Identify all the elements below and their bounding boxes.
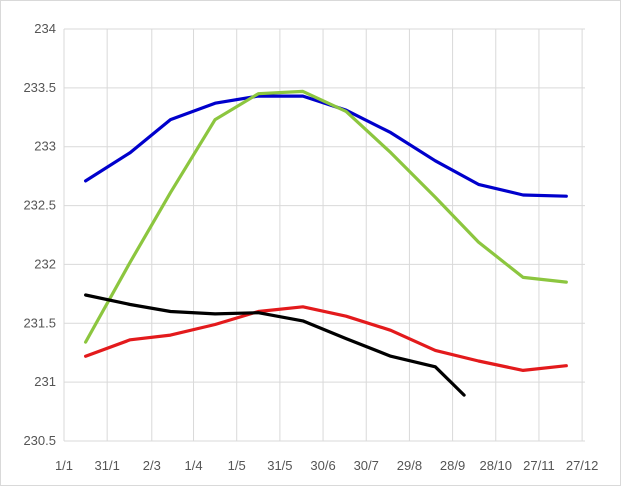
series-line-3 bbox=[83, 305, 568, 372]
x-tick-label: 28/9 bbox=[440, 458, 465, 473]
y-tick-label: 233 bbox=[34, 139, 56, 154]
x-tick-label: 29/8 bbox=[397, 458, 422, 473]
series-line-4 bbox=[83, 293, 466, 397]
series-line-1 bbox=[83, 94, 568, 198]
y-tick-label: 232 bbox=[34, 256, 56, 271]
x-axis-tick-labels: 1/1 31/1 2/3 1/4 1/5 31/5 30/6 30/7 29/8 28/9 28/1… bbox=[55, 458, 598, 473]
x-tick-label: 28/10 bbox=[479, 458, 512, 473]
y-tick-label: 230.5 bbox=[23, 433, 56, 448]
x-tick-label: 31/5 bbox=[267, 458, 292, 473]
x-tick-label: 30/6 bbox=[310, 458, 335, 473]
x-tick-label: 27/12 bbox=[566, 458, 599, 473]
x-tick-label: 1/5 bbox=[228, 458, 246, 473]
y-tick-label: 232.5 bbox=[23, 198, 56, 213]
horizontal-gridlines bbox=[64, 28, 585, 442]
x-tick-label: 2/3 bbox=[143, 458, 161, 473]
x-tick-label: 27/11 bbox=[523, 458, 555, 473]
x-tick-label: 1/1 bbox=[55, 458, 73, 473]
y-tick-label: 231 bbox=[34, 374, 56, 389]
series-line-2 bbox=[83, 89, 568, 344]
y-tick-label: 234 bbox=[34, 21, 56, 36]
y-tick-label: 231.5 bbox=[23, 315, 56, 330]
x-tick-label: 31/1 bbox=[95, 458, 120, 473]
y-axis-tick-labels: 230.5 231 231.5 232 232.5 233 233.5 234 bbox=[23, 21, 56, 448]
y-tick-label: 233.5 bbox=[23, 80, 56, 95]
series-lines bbox=[83, 89, 568, 397]
x-tick-label: 30/7 bbox=[354, 458, 379, 473]
x-tick-label: 1/4 bbox=[184, 458, 202, 473]
vertical-gridlines bbox=[63, 29, 583, 441]
